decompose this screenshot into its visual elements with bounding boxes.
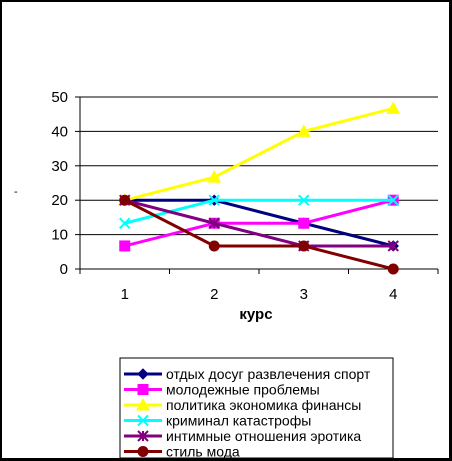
data-point — [387, 194, 399, 206]
y-tick-label: 0 — [60, 261, 68, 278]
data-point — [296, 124, 311, 137]
x-tick-label: 1 — [121, 286, 129, 303]
legend-marker — [137, 430, 149, 442]
legend-label: криминал катастрофы — [166, 413, 311, 429]
legend-marker — [137, 446, 149, 457]
legend-marker — [137, 384, 149, 395]
legend-label: интимные отношения эротика — [166, 428, 361, 444]
y-tick-label: 50 — [51, 89, 68, 106]
series-line — [124, 106, 394, 202]
legend-label: отдых досуг развлечения спорт — [166, 366, 371, 382]
data-point — [298, 240, 310, 252]
series-2 — [119, 194, 399, 252]
data-point — [208, 194, 220, 206]
series-line — [124, 198, 394, 248]
legend-item: молодежные проблемы — [124, 382, 320, 398]
series-line — [124, 198, 394, 248]
legend-item: криминал катастрофы — [124, 413, 311, 429]
line-chart: 0 10 20 30 40 50 1 2 3 4 - курс отдых досуг развл… — [14, 89, 439, 459]
x-tick-label: 3 — [300, 286, 308, 303]
y-tick-label: 10 — [51, 227, 68, 244]
legend-label: политика экономика финансы — [166, 397, 361, 413]
legend-marker — [136, 397, 150, 411]
x-axis-title: курс — [239, 306, 272, 323]
data-point — [298, 194, 310, 206]
axes — [75, 96, 439, 274]
tick-labels: 0 10 20 30 40 50 1 2 3 4 — [51, 89, 397, 303]
series-3 — [117, 101, 401, 206]
legend-label: стиль мода — [166, 444, 240, 459]
data-point — [208, 240, 220, 252]
legend-label: молодежные проблемы — [166, 382, 320, 398]
y-tick-label: 30 — [51, 158, 68, 175]
series-6 — [119, 194, 399, 275]
series-line — [124, 198, 394, 271]
data-point — [208, 217, 220, 229]
legend-marker — [137, 414, 149, 427]
gridlines — [80, 96, 438, 236]
y-tick-label: 20 — [51, 192, 68, 209]
legend-item: стиль мода — [124, 444, 240, 459]
series-line — [124, 198, 394, 248]
chart-frame: 0 10 20 30 40 50 1 2 3 4 - курс отдых досуг развл… — [2, 2, 449, 458]
y-axis-title: - — [14, 186, 18, 198]
data-point — [387, 263, 399, 275]
x-tick-label: 4 — [389, 286, 397, 303]
legend-item: политика экономика финансы — [124, 397, 361, 413]
data-point — [119, 217, 131, 229]
data-point — [119, 240, 131, 252]
data-point — [386, 101, 401, 114]
legend-item: отдых досуг развлечения спорт — [124, 366, 371, 382]
series-layer — [117, 101, 401, 275]
legend-marker — [137, 368, 149, 380]
legend: отдых досуг развлечения спортмолодежные … — [119, 357, 394, 459]
data-point — [387, 240, 399, 252]
y-tick-label: 40 — [51, 123, 68, 140]
data-point — [298, 217, 310, 229]
data-point — [119, 194, 131, 206]
x-tick-label: 2 — [210, 286, 218, 303]
legend-box — [119, 357, 394, 458]
legend-item: интимные отношения эротика — [124, 428, 361, 444]
data-point — [207, 170, 222, 183]
